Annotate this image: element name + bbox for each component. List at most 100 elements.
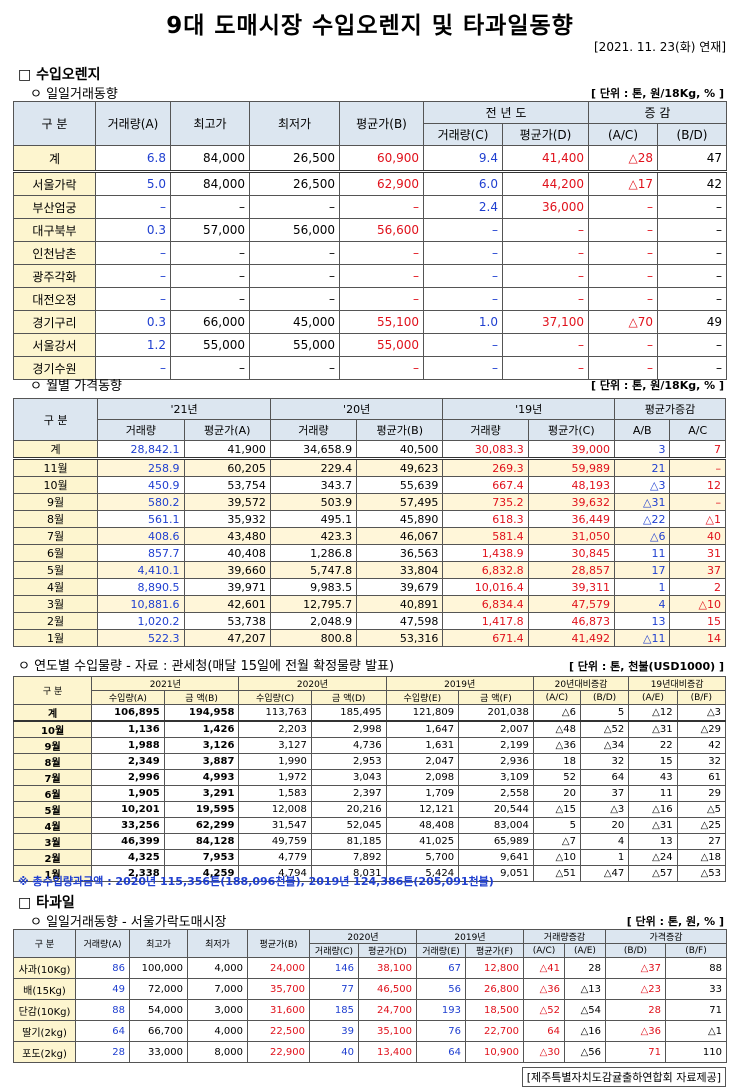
cell-name: 서울가락 — [13, 171, 96, 196]
cell-af: 10,900 — [465, 1041, 524, 1063]
cell-bd: 28 — [605, 999, 666, 1021]
cell-ae: △31 — [628, 817, 678, 834]
cell-a21: 60,205 — [183, 458, 271, 477]
cell-a20: 55,639 — [356, 476, 444, 494]
cell-lo: – — [249, 356, 340, 380]
cell-v21: 4,410.1 — [97, 561, 185, 579]
cell-a20: 46,067 — [356, 527, 444, 545]
col-change: 증 감 — [588, 101, 727, 124]
cell-ae: △12 — [628, 704, 678, 722]
cell-qe: 1,709 — [385, 785, 460, 802]
col-avg-c: 평균가(C) — [527, 419, 615, 441]
cell-bf: 29 — [676, 785, 727, 802]
cell-pvol: – — [423, 264, 503, 288]
cell-hi: – — [170, 241, 250, 265]
cell-v21: 28,842.1 — [97, 440, 185, 460]
cell-a20: 47,598 — [356, 612, 444, 630]
cell-avg: 22,500 — [247, 1020, 310, 1042]
cell-ab: △3 — [613, 476, 671, 494]
section-heading-orange: □ 수입오렌지 — [18, 67, 101, 83]
cell-qe: 121,809 — [385, 704, 460, 722]
cell-v19: 671.4 — [442, 629, 529, 647]
cell-ad: 46,500 — [358, 978, 417, 1000]
cell-ae: 43 — [628, 769, 678, 786]
col-2019: 2019년 — [385, 676, 534, 691]
cell-pvol: 1.0 — [423, 310, 503, 334]
cell-pavg: 41,400 — [502, 145, 589, 173]
cell-qc: 113,763 — [238, 704, 312, 722]
cell-v21: 258.9 — [97, 458, 185, 477]
monthly-price-table: 구 분 '21년 '20년 '19년 평균가증감 거래량 평균가(A) 거래량 … — [12, 398, 727, 647]
cell-lo: – — [249, 264, 340, 288]
cell-bd: 32 — [579, 753, 630, 770]
unit-yearly: [ 단위 : 톤, 천불(USD1000) ] — [568, 660, 724, 673]
table-row: 4월 33,256 62,299 31,547 52,045 48,408 83,004 5 2… — [12, 817, 727, 834]
cell-qa: 1,988 — [91, 737, 165, 754]
cell-ac: 18 — [532, 753, 581, 770]
col-lo: 최저가 — [187, 929, 248, 958]
cell-pavg: – — [502, 356, 589, 380]
table-row: 9월 580.2 39,572 503.9 57,495 735.2 39,632 △31– — [12, 493, 726, 511]
daily-trade-table: 구 분 거래량(A) 최고가 최저가 평균가(B) 전 년 도 증 감 거래량(… — [13, 101, 727, 380]
col-gubun: 구 분 — [13, 929, 76, 958]
cell-qc: 1,990 — [238, 753, 312, 770]
cell-m: 10월 — [12, 720, 93, 738]
cell-v21: 522.3 — [97, 629, 185, 647]
cell-af: 22,700 — [465, 1020, 524, 1042]
cell-a19: 39,000 — [527, 440, 615, 460]
cell-bd: △34 — [579, 737, 630, 754]
cell-pavg: – — [502, 218, 589, 242]
table-row: 2월 4,325 7,953 4,779 7,892 5,700 9,641 △10 1 △24 △… — [12, 849, 727, 866]
cell-qc: 1,583 — [238, 785, 312, 802]
cell-ac: – — [669, 458, 726, 477]
cell-v19: 6,832.8 — [442, 561, 529, 579]
cell-a20: 49,623 — [356, 458, 444, 477]
cell-pavg: – — [502, 241, 589, 265]
cell-af: 12,800 — [465, 957, 524, 979]
cell-ac: △36 — [532, 737, 581, 754]
cell-qa: 2,996 — [91, 769, 165, 786]
cell-pvol: – — [423, 218, 503, 242]
col-vc: 거래량(C) — [309, 943, 359, 958]
cell-name: 배(15Kg) — [13, 978, 76, 1000]
cell-v20: 800.8 — [269, 629, 358, 647]
cell-lo: – — [249, 241, 340, 265]
cell-ac: – — [588, 333, 658, 357]
col-vol-20: 거래량 — [269, 419, 358, 441]
cell-hi: 100,000 — [129, 957, 188, 979]
cell-bf: 110 — [665, 1041, 727, 1063]
col-ad: 평균가(D) — [358, 943, 417, 958]
col-avg-a: 평균가(A) — [183, 419, 271, 441]
col-hi: 최고가 — [170, 101, 250, 146]
col-price-change: 가격증감 — [605, 929, 727, 944]
cell-vol: 5.0 — [95, 171, 171, 196]
cell-name: 사과(10Kg) — [13, 957, 76, 979]
table-row: 5월 10,201 19,595 12,008 20,216 12,121 20,544 △1… — [12, 801, 727, 818]
cell-hi: 55,000 — [170, 333, 250, 357]
cell-m: 3월 — [12, 833, 93, 850]
cell-avg: 55,000 — [339, 333, 424, 357]
col-pavg: 평균가(D) — [502, 123, 589, 146]
cell-v20: 2,048.9 — [269, 612, 358, 630]
col-pvol: 거래량(C) — [423, 123, 503, 146]
cell-ac: – — [669, 493, 726, 511]
table-row: 6월 857.7 40,408 1,286.8 36,563 1,438.9 30,845 1… — [12, 544, 726, 562]
table-row: 경기수원 – – – – – – – – — [13, 356, 727, 380]
cell-m: 6월 — [12, 785, 93, 802]
cell-ae: △16 — [564, 1020, 606, 1042]
cell-ad: 52,045 — [310, 817, 387, 834]
cell-af: 2,199 — [458, 737, 534, 754]
table-row: 경기구리 0.3 66,000 45,000 55,100 1.0 37,100 △70 49 — [13, 310, 727, 334]
cell-hi: 66,000 — [170, 310, 250, 334]
cell-ae: △16 — [628, 801, 678, 818]
cell-m: 1월 — [12, 865, 93, 882]
cell-ac: 20 — [532, 785, 581, 802]
cell-qe: 2,047 — [385, 753, 460, 770]
cell-ae: 22 — [628, 737, 678, 754]
cell-ab: △6 — [613, 527, 671, 545]
cell-pavg: 44,200 — [502, 171, 589, 196]
cell-qc: 12,008 — [238, 801, 312, 818]
cell-pvol: – — [423, 287, 503, 311]
cell-m: 7월 — [12, 527, 99, 545]
cell-ad: 185,495 — [310, 704, 387, 722]
